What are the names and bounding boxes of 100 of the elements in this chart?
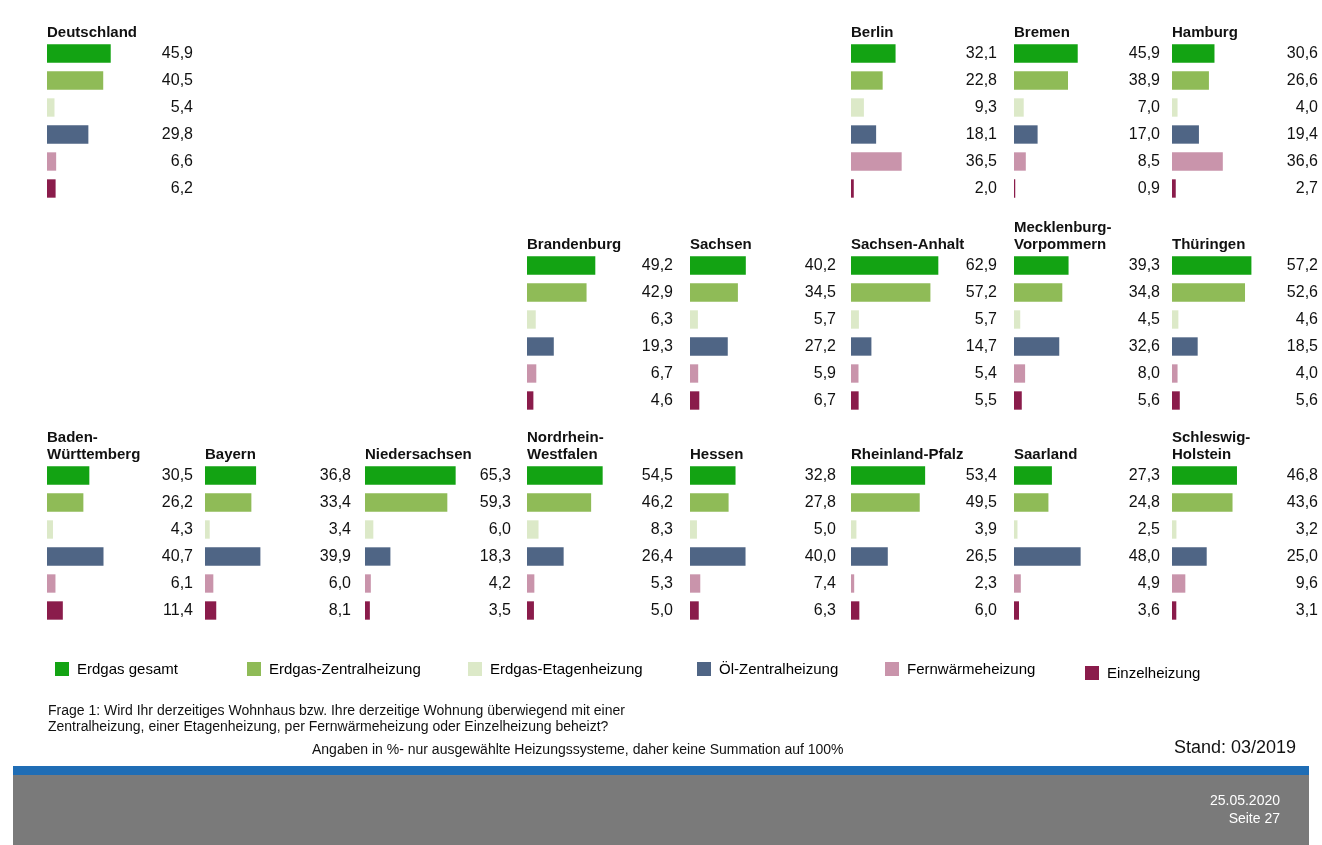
bar (1172, 364, 1178, 383)
data-label: 62,9 (965, 255, 998, 273)
data-label: 38,9 (1128, 70, 1161, 88)
bar (1172, 283, 1246, 302)
data-label: 14,7 (965, 336, 998, 354)
bar (1172, 601, 1177, 620)
bar (1014, 574, 1021, 593)
data-label: 4,9 (1137, 573, 1161, 591)
data-label: 40,5 (161, 70, 194, 88)
data-label: 3,9 (974, 519, 998, 537)
bar (527, 364, 537, 383)
data-label: 2,0 (974, 178, 998, 196)
bar (47, 493, 84, 512)
bar (527, 493, 592, 512)
bar (205, 493, 252, 512)
data-label: 34,5 (804, 282, 837, 300)
data-label: 7,4 (813, 573, 837, 591)
bar (1014, 466, 1052, 485)
bar (47, 520, 53, 539)
data-label: 52,6 (1286, 282, 1319, 300)
data-label: 5,0 (650, 600, 674, 618)
data-label: 57,2 (1286, 255, 1319, 273)
bar (690, 601, 699, 620)
bar (851, 283, 931, 302)
chart-title: Sachsen-Anhalt (851, 234, 966, 252)
data-label: 4,6 (1295, 309, 1319, 327)
data-label: 39,3 (1128, 255, 1161, 273)
chart-title: Niedersachsen (365, 444, 473, 462)
bar (527, 466, 603, 485)
data-label: 57,2 (965, 282, 998, 300)
data-label: 6,0 (328, 573, 352, 591)
data-label: 8,0 (1137, 363, 1161, 381)
data-label: 6,0 (974, 600, 998, 618)
data-label: 19,4 (1286, 124, 1319, 142)
bar (527, 283, 587, 302)
bar (1014, 364, 1026, 383)
data-label: 6,6 (170, 151, 194, 169)
bar (47, 44, 111, 63)
data-label: 39,9 (319, 546, 352, 564)
bar (1172, 179, 1176, 198)
bar (1014, 98, 1024, 117)
bar (1014, 310, 1021, 329)
chart-title: Bayern (205, 444, 257, 462)
data-label: 32,6 (1128, 336, 1161, 354)
data-label: 6,0 (488, 519, 512, 537)
bar (1172, 520, 1177, 539)
bar (527, 337, 554, 356)
bar (1172, 391, 1180, 410)
bar (851, 466, 926, 485)
data-label: 54,5 (641, 465, 674, 483)
bar (47, 71, 104, 90)
data-label: 27,8 (804, 492, 837, 510)
bar (205, 547, 261, 566)
bar (1172, 152, 1223, 171)
chart-title: Hessen (690, 444, 745, 462)
data-label: 36,6 (1286, 151, 1319, 169)
data-label: 18,3 (479, 546, 512, 564)
text: Erdgas-Zentralheizung (269, 660, 421, 677)
data-label: 49,5 (965, 492, 998, 510)
data-label: 4,6 (650, 390, 674, 408)
data-label: 43,6 (1286, 492, 1319, 510)
data-label: 26,6 (1286, 70, 1319, 88)
bar (1172, 466, 1237, 485)
bar (690, 337, 728, 356)
data-label: 40,2 (804, 255, 837, 273)
bar (47, 125, 89, 144)
text: Stand: 03/2019 (1173, 737, 1296, 758)
bar (851, 179, 854, 198)
data-label: 6,2 (170, 178, 194, 196)
bar (851, 574, 855, 593)
data-label: 5,3 (650, 573, 674, 591)
text: 25.05.2020 (1209, 792, 1280, 808)
data-label: 3,2 (1295, 519, 1319, 537)
data-label: 32,8 (804, 465, 837, 483)
bar (205, 466, 257, 485)
bar (527, 520, 539, 539)
chart-title: Berlin (851, 22, 895, 40)
bar (690, 547, 746, 566)
chart-title: Baden- Württemberg (47, 427, 142, 462)
bar (851, 493, 920, 512)
bar (527, 574, 535, 593)
data-label: 3,6 (1137, 600, 1161, 618)
data-label: 25,0 (1286, 546, 1319, 564)
data-label: 17,0 (1128, 124, 1161, 142)
text: Seite 27 (1228, 810, 1280, 826)
data-label: 24,8 (1128, 492, 1161, 510)
data-label: 18,5 (1286, 336, 1319, 354)
bar (851, 125, 877, 144)
data-label: 5,7 (974, 309, 998, 327)
chart-title: Mecklenburg- Vorpommern (1014, 217, 1113, 252)
data-label: 6,1 (170, 573, 194, 591)
bar (1014, 337, 1060, 356)
bar (527, 601, 534, 620)
data-label: 40,0 (804, 546, 837, 564)
bar (690, 493, 729, 512)
chart-title: Schleswig- Holstein (1172, 427, 1252, 462)
bar (851, 256, 939, 275)
data-label: 22,8 (965, 70, 998, 88)
data-label: 30,5 (161, 465, 194, 483)
bar (205, 574, 214, 593)
